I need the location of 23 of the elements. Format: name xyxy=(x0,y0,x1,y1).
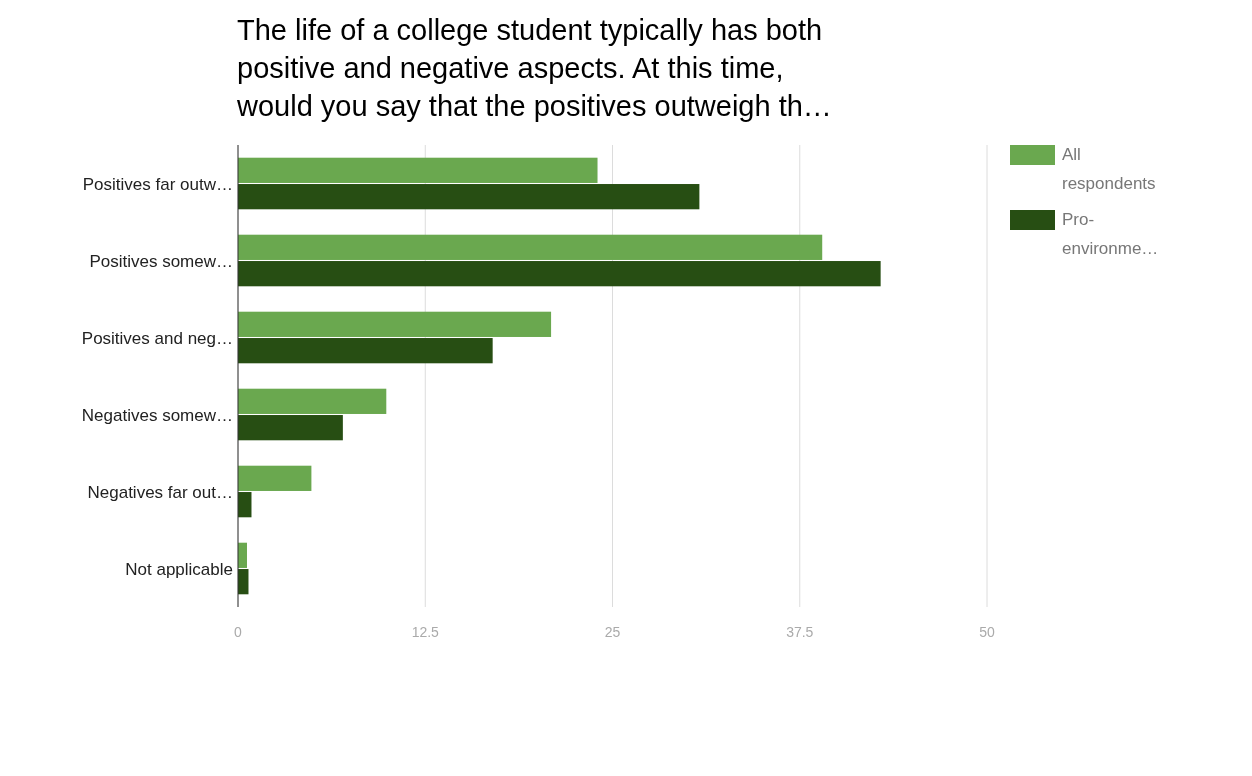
y-tick-label: Positives somew… xyxy=(89,251,233,271)
y-tick-label: Positives far outw… xyxy=(82,174,233,194)
bar xyxy=(238,415,343,441)
bar xyxy=(238,465,312,491)
x-tick-label: 25 xyxy=(604,624,621,640)
y-tick-label: Positives and neg… xyxy=(81,328,233,348)
y-tick-label: Not applicable xyxy=(125,559,233,579)
x-tick-label: 0 xyxy=(234,624,243,640)
x-tick-label: 37.5 xyxy=(786,624,814,640)
bar xyxy=(238,184,700,210)
chart-title: The life of a college student typically has both positive and negative aspects. At this time, would you say that the positives outweigh th… xyxy=(236,14,832,122)
legend-label: Pro-environme… xyxy=(1062,210,1159,258)
bar xyxy=(238,311,552,337)
legend-label: All respondents xyxy=(1062,145,1156,193)
y-tick-label: Negatives far out… xyxy=(87,482,233,502)
x-tick-label: 50 xyxy=(979,624,995,640)
bar xyxy=(238,261,881,287)
bar xyxy=(238,388,387,414)
bar xyxy=(238,157,598,183)
bar xyxy=(238,338,493,364)
x-tick-label: 12.5 xyxy=(411,624,440,640)
bar xyxy=(238,234,823,260)
y-tick-label: Negatives somew… xyxy=(81,405,233,425)
